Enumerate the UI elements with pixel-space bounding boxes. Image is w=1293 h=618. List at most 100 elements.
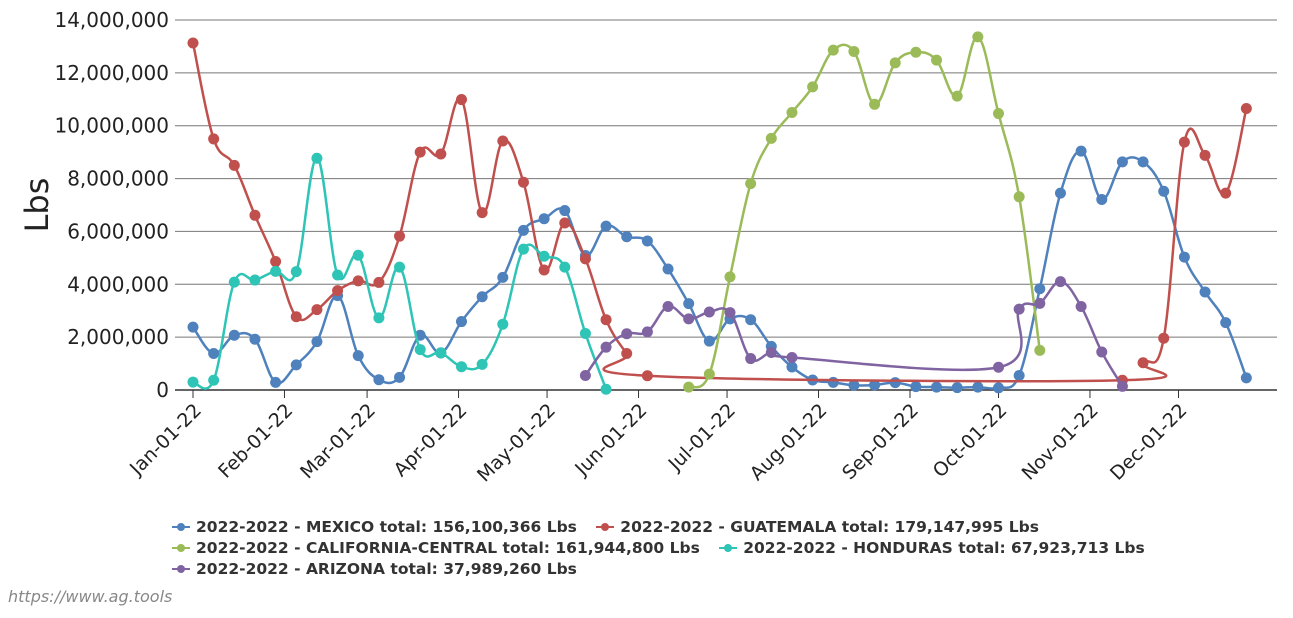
data-point — [1116, 380, 1128, 392]
legend-item-guatemala[interactable]: 2022-2022 - GUATEMALA total: 179,147,995… — [596, 517, 1039, 538]
data-point — [972, 381, 984, 393]
data-point — [394, 371, 406, 383]
data-point — [559, 261, 571, 273]
data-point — [559, 217, 571, 229]
legend-label-california-central: 2022-2022 - CALIFORNIA-CENTRAL total: 16… — [196, 538, 700, 557]
data-point — [621, 348, 633, 360]
data-point — [1096, 193, 1108, 205]
data-point — [1240, 103, 1252, 115]
data-point — [1054, 187, 1066, 199]
data-point — [208, 133, 220, 145]
data-point — [1075, 300, 1087, 312]
data-point — [187, 321, 199, 333]
legend-row: 2022-2022 - MEXICO total: 156,100,366 Lb… — [172, 516, 1172, 537]
series-group — [187, 31, 1252, 395]
data-point — [394, 261, 406, 273]
data-point — [579, 253, 591, 265]
data-point — [889, 377, 901, 389]
data-point — [972, 31, 984, 43]
data-point — [290, 359, 302, 371]
legend-swatch-arizona — [172, 565, 190, 573]
data-point — [827, 44, 839, 56]
data-point — [1199, 149, 1211, 161]
y-axis: 0 2,000,000 4,000,000 6,000,000 8,000,000 10,… — [54, 8, 169, 402]
data-point — [290, 266, 302, 278]
y-tick-label: 4,000,000 — [67, 272, 169, 296]
legend-label-honduras: 2022-2022 - HONDURAS total: 67,923,713 L… — [743, 538, 1145, 557]
data-point — [993, 361, 1004, 373]
data-point — [373, 374, 385, 386]
x-tick-label: Apr-01-22 — [390, 399, 472, 481]
data-point — [517, 243, 529, 255]
y-tick-label: 14,000,000 — [54, 8, 169, 32]
data-point — [786, 107, 798, 118]
data-point — [765, 346, 777, 358]
legend-label-arizona: 2022-2022 - ARIZONA total: 37,989,260 Lb… — [196, 559, 577, 578]
data-point — [786, 351, 798, 363]
data-point — [311, 304, 323, 316]
data-point — [848, 45, 860, 57]
data-point — [931, 381, 943, 393]
data-point — [228, 329, 240, 341]
data-point — [600, 314, 612, 326]
data-point — [456, 361, 467, 373]
legend-item-mexico[interactable]: 2022-2022 - MEXICO total: 156,100,366 Lb… — [172, 517, 577, 538]
x-tick-label: Nov-01-22 — [1018, 399, 1103, 484]
line-chart: 0 2,000,000 4,000,000 6,000,000 8,000,000 10,… — [18, 8, 1277, 486]
data-point — [332, 285, 344, 297]
data-point — [208, 348, 220, 360]
legend-row: 2022-2022 - CALIFORNIA-CENTRAL total: 16… — [172, 537, 1172, 558]
data-point — [187, 376, 199, 388]
data-point — [517, 176, 529, 188]
legend-item-honduras[interactable]: 2022-2022 - HONDURAS total: 67,923,713 L… — [719, 538, 1145, 559]
data-point — [311, 152, 323, 164]
data-point — [724, 307, 736, 319]
legend-item-california-central[interactable]: 2022-2022 - CALIFORNIA-CENTRAL total: 16… — [172, 538, 700, 559]
data-point — [538, 213, 550, 225]
legend-swatch-guatemala — [596, 523, 615, 531]
data-point — [414, 146, 426, 158]
x-tick-label: Mar-01-22 — [296, 399, 380, 483]
legend-row: 2022-2022 - ARIZONA total: 37,989,260 Lb… — [172, 558, 1172, 579]
data-point — [724, 271, 736, 283]
data-point — [1178, 251, 1190, 263]
data-point — [538, 250, 550, 262]
series-line — [191, 149, 1248, 390]
data-point — [228, 276, 240, 288]
data-point — [993, 382, 1004, 394]
series-line — [688, 35, 1042, 389]
x-tick-label: Sep-01-22 — [838, 399, 923, 484]
data-point — [910, 381, 922, 393]
x-tick-label: Dec-01-22 — [1106, 399, 1191, 484]
x-tick-label: Jun-01-22 — [570, 399, 651, 480]
legend-label-mexico: 2022-2022 - MEXICO total: 156,100,366 Lb… — [196, 517, 577, 536]
data-point — [600, 220, 612, 232]
x-tick-label: Oct-01-22 — [929, 399, 1012, 482]
data-point — [641, 326, 653, 338]
data-point — [559, 205, 571, 217]
data-point — [435, 347, 447, 359]
data-point — [497, 135, 509, 147]
data-point — [270, 376, 282, 388]
data-point — [600, 341, 612, 353]
y-tick-label: 12,000,000 — [54, 61, 169, 85]
x-tick-label: Jan-01-22 — [125, 399, 206, 480]
data-point — [807, 81, 819, 93]
data-point — [373, 312, 385, 324]
legend-item-arizona[interactable]: 2022-2022 - ARIZONA total: 37,989,260 Lb… — [172, 559, 577, 580]
series-2 — [683, 31, 1046, 393]
data-point — [621, 231, 633, 243]
data-point — [394, 230, 406, 242]
data-point — [951, 90, 963, 102]
data-point — [931, 54, 943, 66]
data-point — [683, 298, 695, 310]
data-point — [703, 306, 715, 318]
y-tick-label: 0 — [156, 378, 169, 402]
data-point — [745, 353, 757, 365]
legend-swatch-california-central — [172, 544, 190, 552]
data-point — [703, 335, 715, 347]
credit-link[interactable]: https://www.ag.tools — [8, 587, 173, 606]
data-point — [1137, 357, 1149, 369]
data-point — [414, 344, 426, 356]
